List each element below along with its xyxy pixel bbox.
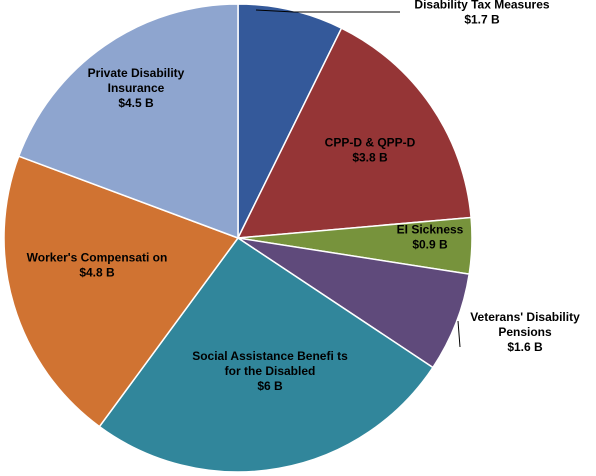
leader-lines-layer xyxy=(255,9,461,348)
labels-layer: Disability Tax Measures $1.7 B CPP-D & QPP… xyxy=(27,0,580,393)
slice-label-private-disability-insurance: Private Disability Insurance $4.5 B xyxy=(88,66,185,110)
slice-label-social-assistance-benefits-for-the-disabled: Social Assistance Benefi ts for the Disab… xyxy=(192,349,348,393)
pie-slice-social-assistance-benefits-for-the-disabled xyxy=(98,236,434,473)
slices-layer xyxy=(3,3,473,473)
slice-label-line: Social Assistance Benefi ts xyxy=(192,349,348,363)
slice-label-veterans-disability-pensions: Veterans' Disability Pensions $1.6 B xyxy=(470,310,580,354)
slice-label-line: $4.8 B xyxy=(79,266,115,280)
pie-slice-private-disability-insurance xyxy=(17,3,239,240)
slice-label-line: CPP-D & QPP-D xyxy=(325,136,416,150)
slice-label-line: $1.6 B xyxy=(507,340,543,354)
slice-label-disability-tax-measures: Disability Tax Measures $1.7 B xyxy=(414,0,549,27)
leader-line-disability-tax-measures xyxy=(255,9,400,13)
slice-label-line: $4.5 B xyxy=(118,96,154,110)
slice-label-worker-s-compensation: Worker's Compensati on $4.8 B xyxy=(27,251,168,280)
slice-label-line: Private Disability xyxy=(88,66,185,80)
slice-label-ei-sickness: EI Sickness $0.9 B xyxy=(397,223,464,252)
pie-slice-cpp-d-qpp-d xyxy=(236,27,472,239)
slice-label-line: Worker's Compensati on xyxy=(27,251,168,265)
leader-line-veterans-disability-pensions xyxy=(457,320,461,348)
pie-slice-disability-tax-measures xyxy=(237,3,343,239)
slice-label-line: Insurance xyxy=(108,81,165,95)
slice-label-line: Veterans' Disability xyxy=(470,310,580,324)
slice-label-line: $1.7 B xyxy=(464,13,500,27)
slice-label-cpp-d-qpp-d: CPP-D & QPP-D $3.8 B xyxy=(325,136,416,165)
slice-label-line: Pensions xyxy=(498,325,552,339)
slice-label-line: $3.8 B xyxy=(352,151,388,165)
slice-label-line: $0.9 B xyxy=(412,238,448,252)
slice-label-line: for the Disabled xyxy=(225,364,316,378)
slice-label-line: EI Sickness xyxy=(397,223,464,237)
pie-slice-worker-s-compensation xyxy=(3,155,240,428)
slice-label-line: Disability Tax Measures xyxy=(414,0,549,12)
slice-label-line: $6 B xyxy=(257,379,283,393)
